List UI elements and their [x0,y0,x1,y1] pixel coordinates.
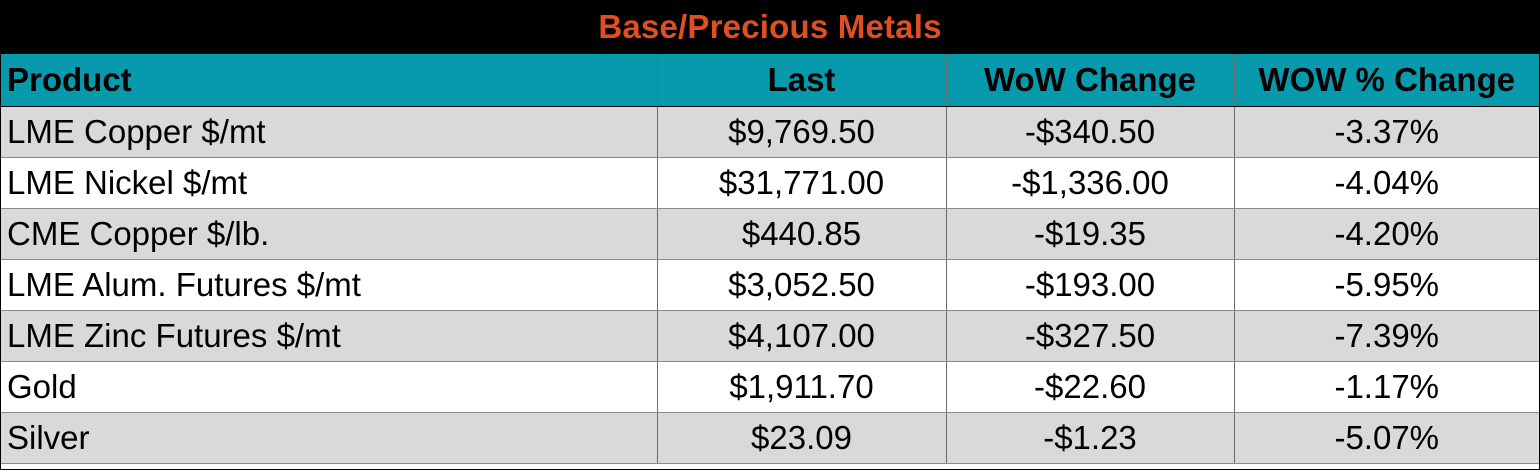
table-row: LME Zinc Futures $/mt $4,107.00 -$327.50… [1,310,1539,362]
cell-last: $4,107.00 [657,310,947,362]
cell-product: Gold [1,361,658,413]
table-header: Product Last WoW Change WOW % Change [1,54,1539,107]
header-row: Product Last WoW Change WOW % Change [1,54,1539,107]
cell-product: LME Copper $/mt [1,106,658,158]
cell-last: $440.85 [657,208,947,260]
column-header-product: Product [1,54,658,107]
cell-wow-change: -$327.50 [946,310,1235,362]
cell-wow-change: -$193.00 [946,259,1235,311]
cell-wow-pct-change: -5.95% [1234,259,1539,311]
cell-wow-pct-change: -5.07% [1234,412,1539,464]
cell-wow-change: -$1.23 [946,412,1235,464]
metals-table: Product Last WoW Change WOW % Change LME… [1,54,1539,464]
cell-product: LME Nickel $/mt [1,157,658,209]
table-title-bar: Base/Precious Metals [1,1,1539,54]
cell-last: $1,911.70 [657,361,947,413]
cell-wow-change: -$340.50 [946,106,1235,158]
cell-last: $23.09 [657,412,947,464]
cell-wow-change: -$22.60 [946,361,1235,413]
cell-wow-pct-change: -4.20% [1234,208,1539,260]
cell-product: Silver [1,412,658,464]
column-header-wow-pct-change: WOW % Change [1234,54,1539,107]
cell-wow-change: -$1,336.00 [946,157,1235,209]
table-body: LME Copper $/mt $9,769.50 -$340.50 -3.37… [1,106,1539,464]
cell-product: CME Copper $/lb. [1,208,658,260]
cell-last: $3,052.50 [657,259,947,311]
cell-last: $9,769.50 [657,106,947,158]
cell-product: LME Zinc Futures $/mt [1,310,658,362]
cell-wow-pct-change: -4.04% [1234,157,1539,209]
cell-product: LME Alum. Futures $/mt [1,259,658,311]
cell-wow-pct-change: -3.37% [1234,106,1539,158]
table-row: LME Copper $/mt $9,769.50 -$340.50 -3.37… [1,106,1539,158]
table-row: CME Copper $/lb. $440.85 -$19.35 -4.20% [1,208,1539,260]
table-row: Silver $23.09 -$1.23 -5.07% [1,412,1539,464]
table-row: Gold $1,911.70 -$22.60 -1.17% [1,361,1539,413]
cell-last: $31,771.00 [657,157,947,209]
table-title: Base/Precious Metals [598,8,942,45]
table-row: LME Alum. Futures $/mt $3,052.50 -$193.0… [1,259,1539,311]
cell-wow-pct-change: -7.39% [1234,310,1539,362]
column-header-wow-change: WoW Change [946,54,1235,107]
column-header-last: Last [657,54,947,107]
cell-wow-change: -$19.35 [946,208,1235,260]
cell-wow-pct-change: -1.17% [1234,361,1539,413]
table-row: LME Nickel $/mt $31,771.00 -$1,336.00 -4… [1,157,1539,209]
